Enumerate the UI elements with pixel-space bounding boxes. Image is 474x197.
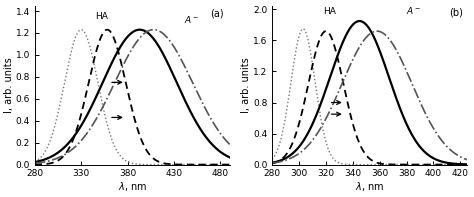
Text: HA: HA [95,12,108,21]
Text: $A^-$: $A^-$ [406,5,421,16]
X-axis label: $\lambda$, nm: $\lambda$, nm [118,180,147,193]
Text: (a): (a) [210,9,223,19]
Y-axis label: I, arb. units: I, arb. units [4,57,14,113]
Text: HA: HA [323,7,337,16]
Text: $A^-$: $A^-$ [184,14,199,25]
X-axis label: $\lambda$, nm: $\lambda$, nm [355,180,384,193]
Text: (b): (b) [449,8,463,18]
Y-axis label: I, arb. units: I, arb. units [241,57,252,113]
